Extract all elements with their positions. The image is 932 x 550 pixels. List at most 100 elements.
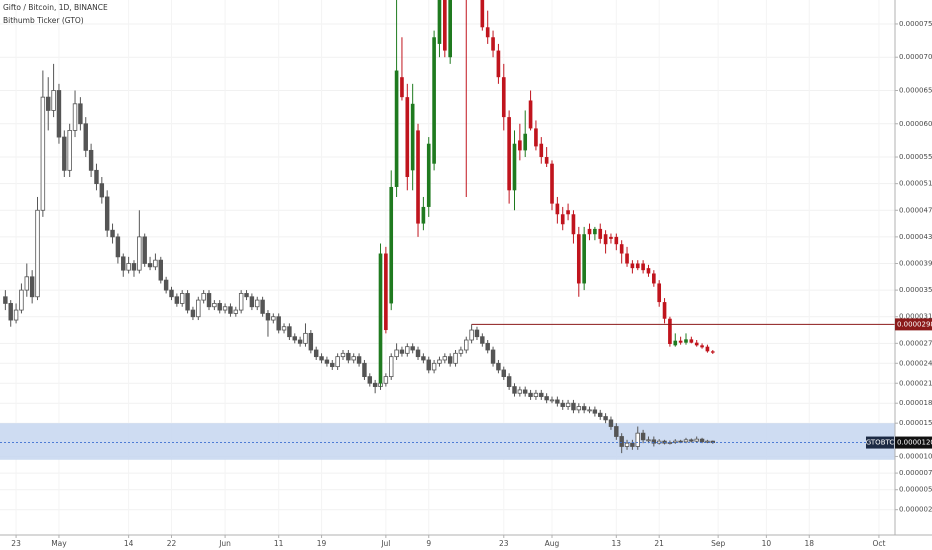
candle-body	[699, 438, 705, 443]
price-line-tag	[895, 318, 932, 331]
candle-body	[153, 259, 158, 268]
candle-body	[684, 339, 688, 343]
y-tick-label: 0.00003500	[899, 286, 932, 294]
candle-body	[437, 359, 442, 364]
overlay-name: Bithumb Ticker (GTO)	[3, 16, 84, 25]
candle-body	[480, 0, 485, 28]
y-tick-label: 0.00007000	[899, 53, 932, 61]
candle-body	[410, 103, 415, 171]
candle-body	[201, 293, 206, 301]
x-tick-label: 14	[124, 539, 134, 548]
candle-body	[646, 268, 651, 274]
x-tick-label: 21	[654, 539, 664, 548]
candle-body	[522, 389, 528, 394]
candle-body	[490, 349, 496, 364]
y-tick-label: 0.00003100	[899, 313, 932, 321]
candle-body	[640, 432, 646, 441]
candle-body	[501, 369, 506, 378]
candle-body	[512, 386, 517, 394]
candle-body	[405, 97, 410, 177]
y-tick-label: 0.00000200	[899, 506, 932, 514]
candle-body	[480, 336, 485, 344]
candle-body	[362, 362, 367, 378]
candle-body	[581, 406, 587, 411]
candle-body	[448, 0, 453, 58]
candle-body	[662, 302, 667, 319]
candle-body	[88, 149, 94, 171]
y-tick-label: 0.00004300	[899, 233, 932, 241]
candle-body	[523, 133, 528, 151]
candle-body	[571, 214, 576, 235]
candle-body	[592, 409, 598, 414]
last-price-tag	[895, 436, 932, 449]
candle-body	[447, 356, 453, 364]
candle-body	[265, 313, 271, 321]
candle-body	[421, 356, 426, 361]
candle-body	[372, 382, 378, 387]
candle-body	[297, 339, 303, 344]
candle-body	[185, 293, 190, 311]
candle-body	[169, 289, 174, 298]
price-line-label: 0.00002985	[897, 320, 932, 328]
candle-body	[415, 349, 421, 358]
candle-body	[539, 392, 544, 397]
candle-body	[389, 186, 394, 304]
candle-body	[228, 306, 233, 314]
candle-body	[635, 263, 640, 269]
candle-body	[212, 303, 217, 308]
x-tick-label: Sep	[711, 539, 725, 548]
candle-body	[630, 442, 635, 447]
candle-body	[303, 332, 308, 344]
candle-body	[56, 90, 62, 138]
candle-body	[94, 169, 99, 185]
candle-body	[608, 419, 614, 427]
candle-body	[260, 299, 265, 314]
candle-body	[313, 349, 319, 358]
candle-body	[271, 316, 276, 321]
candle-body	[196, 299, 201, 318]
candle-body	[394, 349, 399, 358]
candle-body	[308, 332, 314, 351]
candle-body	[517, 389, 523, 394]
candle-body	[46, 96, 51, 111]
x-tick-label: 9	[426, 539, 431, 548]
candle-body	[3, 296, 8, 304]
candle-body	[587, 409, 592, 412]
candle-body	[356, 356, 362, 364]
candle-body	[603, 416, 608, 421]
candle-body	[394, 70, 399, 187]
candle-body	[464, 339, 469, 351]
candle-body	[705, 346, 710, 352]
candle-body	[249, 296, 255, 308]
candle-body	[652, 273, 656, 284]
candle-body	[544, 157, 549, 164]
candle-body	[534, 128, 538, 147]
x-tick-label: 19	[317, 539, 327, 548]
y-tick-label: 0.00007500	[899, 20, 932, 28]
candle-body	[694, 342, 699, 346]
candle-body	[115, 236, 121, 258]
candle-body	[683, 439, 689, 443]
candle-body	[544, 396, 549, 401]
candle-body	[442, 0, 447, 51]
chart-title: Gifto / Bitcoin, 1D, BINANCE	[3, 3, 108, 12]
candle-body	[646, 439, 651, 442]
candle-body	[668, 318, 672, 345]
candle-body	[560, 214, 565, 225]
candle-body	[539, 143, 544, 158]
candle-body	[19, 289, 24, 311]
y-tick-label: 0.00001500	[899, 419, 932, 427]
candle-body	[416, 130, 420, 224]
x-tick-label: Jul	[380, 539, 390, 548]
candle-body	[383, 376, 389, 384]
candle-body	[78, 103, 83, 125]
candle-body	[518, 140, 522, 151]
y-tick-label: 0.00004700	[899, 206, 932, 214]
y-tick-label: 0.00005100	[899, 180, 932, 188]
candle-body	[442, 356, 448, 361]
candle-body	[72, 103, 78, 131]
plot-area	[0, 0, 895, 460]
candle-body	[630, 263, 635, 269]
candle-body	[351, 356, 356, 361]
candle-body	[335, 356, 340, 368]
